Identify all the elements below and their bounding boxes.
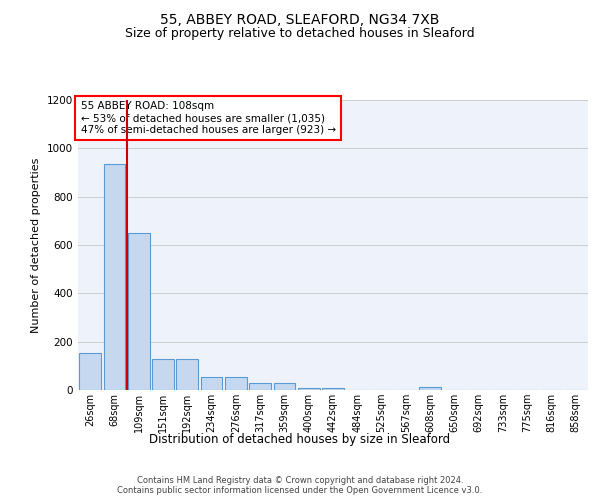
Bar [274, 383, 295, 390]
Bar [419, 387, 441, 390]
Bar [225, 376, 247, 390]
Bar [298, 388, 320, 390]
Text: 55 ABBEY ROAD: 108sqm
← 53% of detached houses are smaller (1,035)
47% of semi-d: 55 ABBEY ROAD: 108sqm ← 53% of detached … [80, 102, 335, 134]
Bar [128, 233, 149, 390]
Text: Contains HM Land Registry data © Crown copyright and database right 2024.
Contai: Contains HM Land Registry data © Crown c… [118, 476, 482, 495]
Bar [249, 383, 271, 390]
Bar [200, 376, 223, 390]
Y-axis label: Number of detached properties: Number of detached properties [31, 158, 41, 332]
Bar [152, 358, 174, 390]
Text: Distribution of detached houses by size in Sleaford: Distribution of detached houses by size … [149, 432, 451, 446]
Bar [79, 352, 101, 390]
Bar [104, 164, 125, 390]
Bar [176, 358, 198, 390]
Bar [322, 388, 344, 390]
Text: 55, ABBEY ROAD, SLEAFORD, NG34 7XB: 55, ABBEY ROAD, SLEAFORD, NG34 7XB [160, 12, 440, 26]
Text: Size of property relative to detached houses in Sleaford: Size of property relative to detached ho… [125, 28, 475, 40]
